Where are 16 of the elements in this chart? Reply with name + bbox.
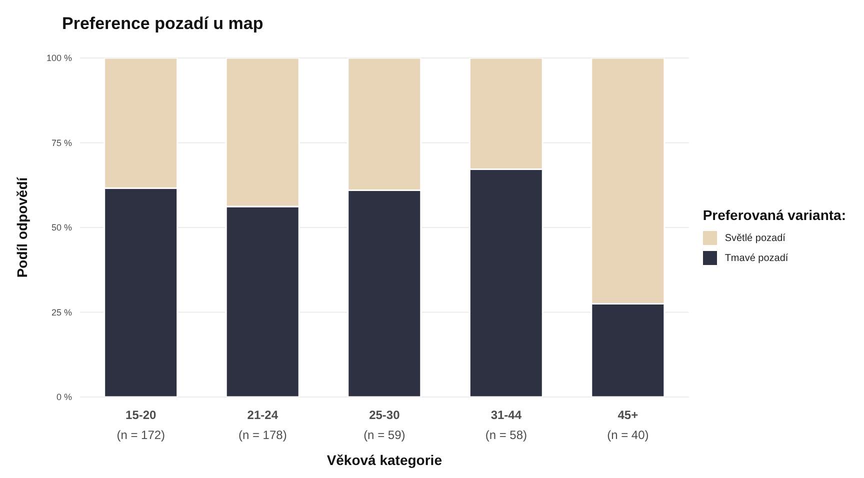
legend-label: Světlé pozadí bbox=[724, 232, 786, 244]
x-tick-label: 31-44 (n = 58) bbox=[485, 408, 528, 442]
y-axis-title: Podíl odpovědí bbox=[14, 176, 30, 278]
x-tick-label: 45+ (n = 40) bbox=[607, 408, 649, 442]
y-tick-label: 100 % bbox=[46, 53, 72, 64]
x-tick-label: 25-30 (n = 59) bbox=[364, 408, 406, 442]
legend-label: Tmavé pozadí bbox=[724, 252, 788, 264]
y-tick-label: 50 % bbox=[51, 222, 72, 233]
y-tick-label: 0 % bbox=[56, 392, 72, 402]
legend-title: Preferovaná varianta: bbox=[702, 207, 846, 223]
x-axis-title: Věková kategorie bbox=[326, 452, 442, 468]
y-tick-label: 25 % bbox=[51, 307, 72, 318]
x-tick-label: 15-20 (n = 172) bbox=[116, 408, 166, 442]
chart-title: Preference pozadí u map bbox=[62, 14, 264, 34]
y-tick-label: 75 % bbox=[51, 138, 72, 148]
x-tick-label: 21-24 (n = 178) bbox=[238, 408, 287, 442]
